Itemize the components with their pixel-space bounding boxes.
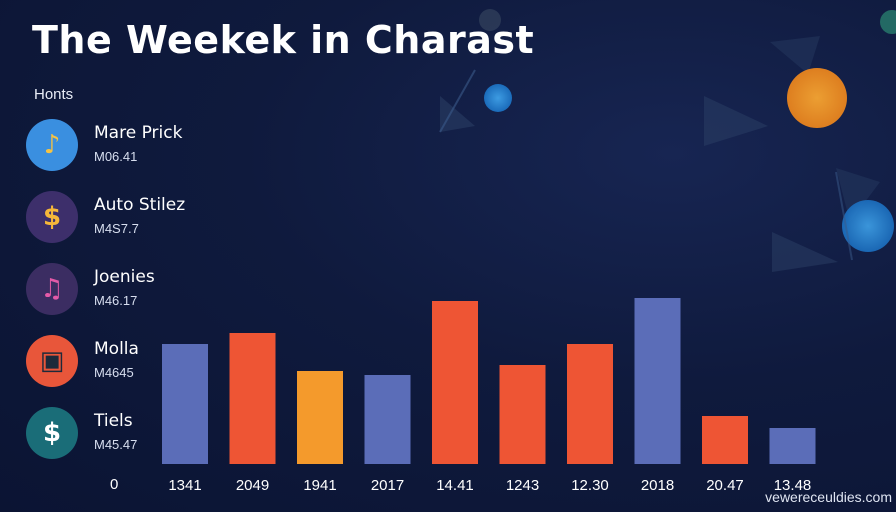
decor-orb xyxy=(484,84,512,112)
music-notes-icon: ♫ xyxy=(26,263,78,315)
x-tick-label-8: 20.47 xyxy=(706,477,744,494)
decor-orb xyxy=(787,68,847,128)
bar-6 xyxy=(567,344,613,464)
list-item-name: Molla xyxy=(94,339,139,359)
bar-7 xyxy=(634,298,681,464)
x-tick-label-7: 2018 xyxy=(641,477,674,494)
dollar-icon: $ xyxy=(26,191,78,243)
bar-0 xyxy=(162,344,208,464)
list-item-name: Auto Stilez xyxy=(94,195,186,215)
currency-icon: $ xyxy=(26,407,78,459)
decor-triangle xyxy=(704,96,768,146)
x-tick-label-4: 14.41 xyxy=(436,477,474,494)
x-tick-label-9: 13.48 xyxy=(774,477,812,494)
bars-group xyxy=(162,298,816,464)
x-tick-label-2: 1941 xyxy=(303,477,336,494)
decor-orb xyxy=(842,200,894,252)
decor-triangle xyxy=(770,36,820,74)
x-tick-label-6: 12.30 xyxy=(571,477,609,494)
list-item-value: M4S7.7 xyxy=(94,221,139,236)
list-item-value: M46.17 xyxy=(94,293,138,308)
axis-zero-label: 0 xyxy=(110,476,119,493)
bar-5 xyxy=(499,365,546,464)
music-note-icon: ♪ xyxy=(26,119,78,171)
decor-line xyxy=(439,69,476,133)
background-decorations xyxy=(439,9,896,272)
bar-8 xyxy=(702,416,748,464)
list-item: $ Auto Stilez M4S7.7 xyxy=(26,191,226,245)
list-item-value: M06.41 xyxy=(94,149,138,164)
list-item-value: M45.47 xyxy=(94,437,138,452)
bar-1 xyxy=(229,333,276,464)
decor-triangle xyxy=(772,232,838,272)
x-tick-label-0: 1341 xyxy=(168,477,201,494)
x-tick-label-5: 1243 xyxy=(506,477,539,494)
list-item: ▣ Molla M4645 xyxy=(26,335,226,389)
decor-line xyxy=(835,171,853,261)
decor-triangle xyxy=(440,96,475,132)
list-item: $ Tiels M45.47 xyxy=(26,407,226,461)
list-item: ♫ Joenies M46.17 xyxy=(26,263,226,317)
bar-4 xyxy=(432,301,478,464)
decor-triangle xyxy=(836,168,880,222)
list-item-name: Joenies xyxy=(94,267,155,287)
watermark-text: vewereceuldies.com xyxy=(765,489,892,505)
x-tick-label-1: 2049 xyxy=(236,477,269,494)
list-item-name: Tiels xyxy=(94,411,133,431)
list-section-label: Honts xyxy=(34,86,74,103)
bar-9 xyxy=(769,428,816,464)
decor-orb xyxy=(479,9,501,31)
tick-labels-group: 1341 2049 1941 2017 14.41 1243 12.30 2018 20.47 1… xyxy=(168,477,811,494)
camera-icon: ▣ xyxy=(26,335,78,387)
bar-3 xyxy=(364,375,411,464)
bar-2 xyxy=(297,371,343,464)
list-item-value: M4645 xyxy=(94,365,134,380)
list-item: ♪ Mare Prick M06.41 xyxy=(26,119,226,173)
x-tick-label-3: 2017 xyxy=(371,477,404,494)
page-title: The Weekek in Charast xyxy=(32,18,535,62)
list-item-name: Mare Prick xyxy=(94,123,183,143)
decor-orb xyxy=(880,10,896,34)
